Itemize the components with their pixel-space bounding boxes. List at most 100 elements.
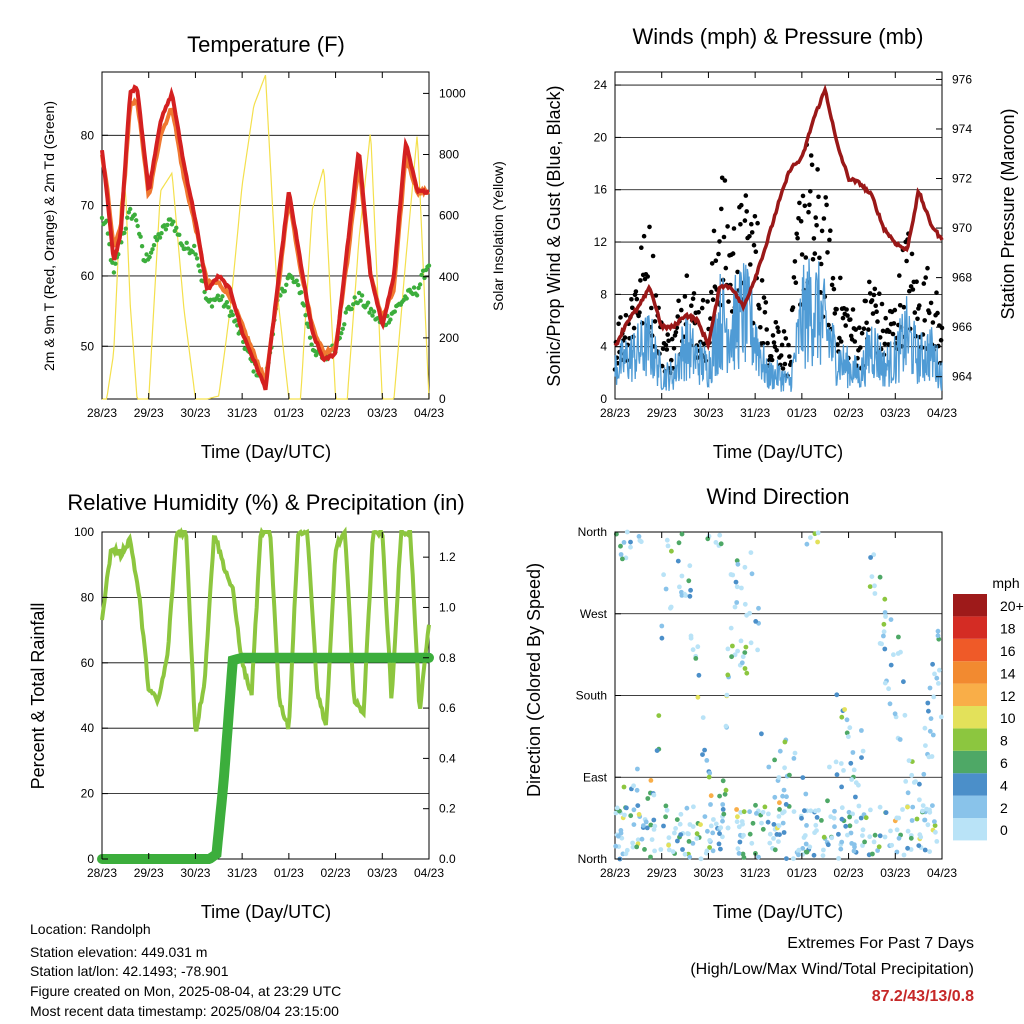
dewpoint-point [111, 270, 117, 275]
gust-point [907, 288, 912, 294]
direction-point [619, 835, 625, 841]
gust-point [650, 253, 656, 259]
direction-point [825, 798, 830, 804]
direction-point [686, 839, 692, 844]
direction-point [754, 811, 759, 816]
gust-point [653, 293, 659, 298]
x-tick-label: 02/23 [834, 406, 864, 420]
dewpoint-point [99, 215, 105, 221]
colorbar-label: 18 [1000, 621, 1016, 637]
gust-point [787, 354, 792, 359]
gust-point [735, 269, 740, 275]
direction-point [683, 593, 689, 598]
direction-point [753, 802, 758, 808]
direction-point [734, 558, 740, 564]
gust-point [934, 290, 939, 296]
dewpoint-point [113, 261, 118, 266]
direction-point [860, 748, 866, 754]
colorbar-label: 10 [1000, 710, 1016, 726]
colorbar-label: 6 [1000, 755, 1008, 771]
gust-point [797, 200, 802, 206]
direction-point [875, 848, 880, 853]
direction-point [735, 648, 740, 654]
dewpoint-point [352, 295, 357, 300]
gust-point [834, 307, 839, 312]
direction-point [741, 855, 747, 860]
dewpoint-point [367, 310, 372, 315]
gust-point [831, 286, 837, 292]
direction-point [678, 832, 684, 837]
y-tick-label: 0 [600, 392, 607, 406]
gust-point [877, 335, 883, 340]
gust-point [762, 310, 768, 315]
gust-point [700, 297, 706, 303]
direction-point [777, 832, 782, 837]
direction-point [659, 623, 665, 629]
gust-point [815, 167, 820, 172]
gust-point [852, 339, 858, 344]
direction-point [755, 647, 760, 653]
direction-point [938, 714, 944, 720]
x-tick-label: 29/23 [647, 406, 677, 420]
info-recent: Most recent data timestamp: 2025/08/04 2… [30, 1003, 339, 1019]
colorbar-swatch [953, 750, 987, 774]
gust-point [647, 224, 652, 230]
gust-point [721, 234, 727, 240]
direction-point [735, 814, 740, 820]
dewpoint-point [196, 263, 201, 268]
direction-point [787, 772, 792, 778]
direction-point [930, 661, 935, 667]
direction-point [859, 755, 864, 760]
dewpoint-point [349, 306, 354, 312]
dewpoint-point [224, 300, 230, 305]
direction-point [645, 796, 651, 801]
direction-point [707, 845, 712, 850]
humidity-line [100, 526, 431, 732]
direction-point [693, 656, 699, 661]
direction-point [735, 561, 741, 567]
gust-point [709, 261, 715, 266]
direction-point [924, 806, 929, 812]
direction-point [872, 591, 878, 596]
gust-point [631, 325, 637, 331]
direction-point [821, 834, 827, 840]
direction-point [742, 601, 748, 607]
gust-point [830, 275, 836, 281]
gust-point [890, 331, 896, 337]
dewpoint-point [296, 282, 301, 288]
direction-point [620, 556, 625, 562]
direction-point [663, 803, 669, 809]
direction-point [747, 809, 752, 815]
direction-point [847, 725, 853, 731]
direction-point [803, 841, 809, 847]
x-tick-label: 29/23 [134, 406, 164, 420]
direction-point [921, 771, 927, 777]
direction-point [666, 842, 671, 848]
gust-point [807, 202, 812, 208]
direction-point [935, 628, 941, 634]
direction-point [651, 817, 657, 823]
direction-point [882, 646, 888, 652]
direction-point [883, 810, 889, 815]
direction-point [829, 835, 835, 841]
direction-point [738, 638, 744, 644]
dewpoint-point [215, 293, 221, 298]
precipitation-line [97, 652, 434, 864]
direction-point [762, 804, 768, 810]
gust-point [863, 298, 868, 304]
direction-point [799, 815, 804, 821]
gust-point [814, 223, 819, 228]
dewpoint-point [177, 232, 182, 237]
gust-point [812, 251, 818, 256]
direction-point [889, 842, 895, 848]
dewpoint-point [294, 278, 299, 283]
direction-point [838, 846, 844, 852]
gust-point [691, 291, 697, 296]
gust-point [630, 305, 635, 311]
dewpoint-point [154, 238, 160, 243]
direction-point [900, 807, 905, 812]
direction-point [813, 822, 819, 828]
colorbar-label: 16 [1000, 643, 1016, 659]
gust-point [832, 311, 838, 316]
dewpoint-point [368, 306, 374, 312]
